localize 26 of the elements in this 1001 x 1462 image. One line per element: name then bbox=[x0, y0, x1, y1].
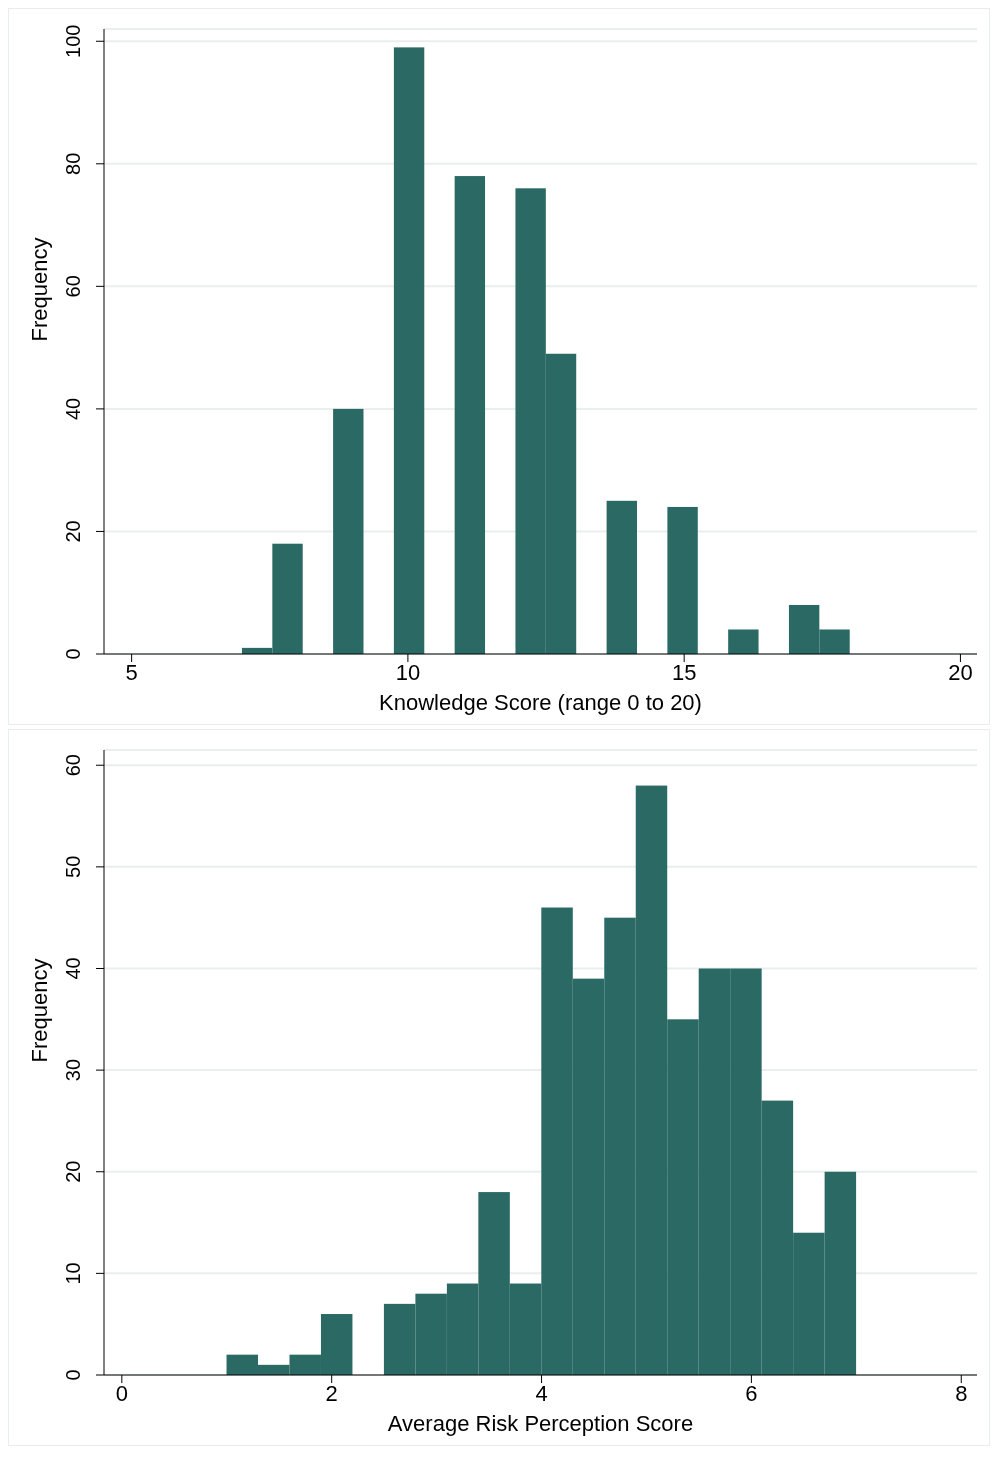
y-tick-label: 60 bbox=[62, 275, 84, 298]
y-tick-label: 0 bbox=[62, 1369, 84, 1381]
y-tick-label: 40 bbox=[62, 397, 84, 421]
x-tick-label: 5 bbox=[125, 659, 138, 685]
y-tick-label: 10 bbox=[62, 1262, 84, 1285]
y-tick-label: 30 bbox=[62, 1059, 84, 1082]
x-tick-label: 20 bbox=[948, 659, 973, 685]
y-tick-label: 20 bbox=[62, 520, 84, 543]
y-axis-title: Frequency bbox=[26, 958, 52, 1063]
x-tick-label: 10 bbox=[395, 659, 421, 685]
y-axis-title: Frequency bbox=[26, 237, 52, 342]
y-tick-label: 20 bbox=[62, 1160, 84, 1183]
y-tick-label: 40 bbox=[62, 957, 84, 980]
x-tick-label: 4 bbox=[535, 1380, 548, 1406]
x-tick-label: 15 bbox=[671, 659, 697, 685]
x-tick-label: 0 bbox=[115, 1380, 128, 1406]
y-tick-label: 60 bbox=[62, 754, 84, 777]
x-tick-label: 6 bbox=[745, 1380, 758, 1406]
x-tick-label: 8 bbox=[955, 1380, 968, 1406]
x-axis-title: Knowledge Score (range 0 to 20) bbox=[379, 690, 702, 715]
y-tick-label: 50 bbox=[62, 855, 84, 878]
y-tick-label: 100 bbox=[62, 24, 84, 58]
y-tick-label: 80 bbox=[62, 152, 84, 175]
y-tick-label: 0 bbox=[62, 648, 84, 660]
x-axis-title: Average Risk Perception Score bbox=[387, 1411, 694, 1436]
x-tick-label: 2 bbox=[325, 1380, 338, 1406]
